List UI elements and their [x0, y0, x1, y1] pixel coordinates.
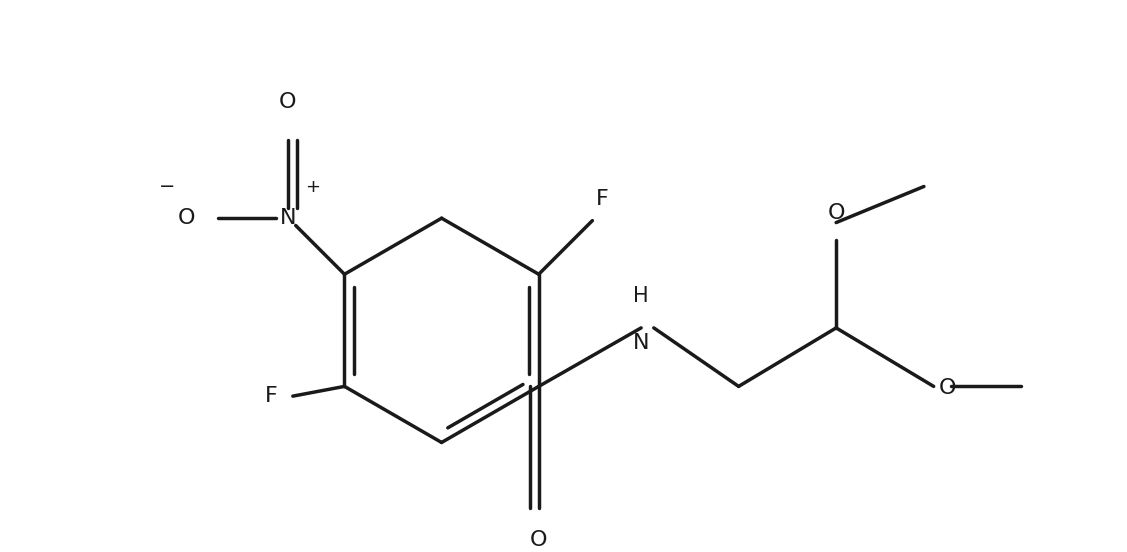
Text: F: F [596, 189, 609, 209]
Text: F: F [265, 386, 277, 406]
Text: N: N [633, 333, 649, 353]
Text: H: H [633, 286, 649, 306]
Text: +: + [305, 178, 320, 197]
Text: O: O [827, 203, 845, 222]
Text: −: − [159, 177, 176, 197]
Text: O: O [530, 530, 548, 550]
Text: O: O [178, 208, 195, 227]
Text: O: O [939, 378, 956, 399]
Text: O: O [279, 92, 296, 113]
Text: N: N [279, 208, 296, 227]
